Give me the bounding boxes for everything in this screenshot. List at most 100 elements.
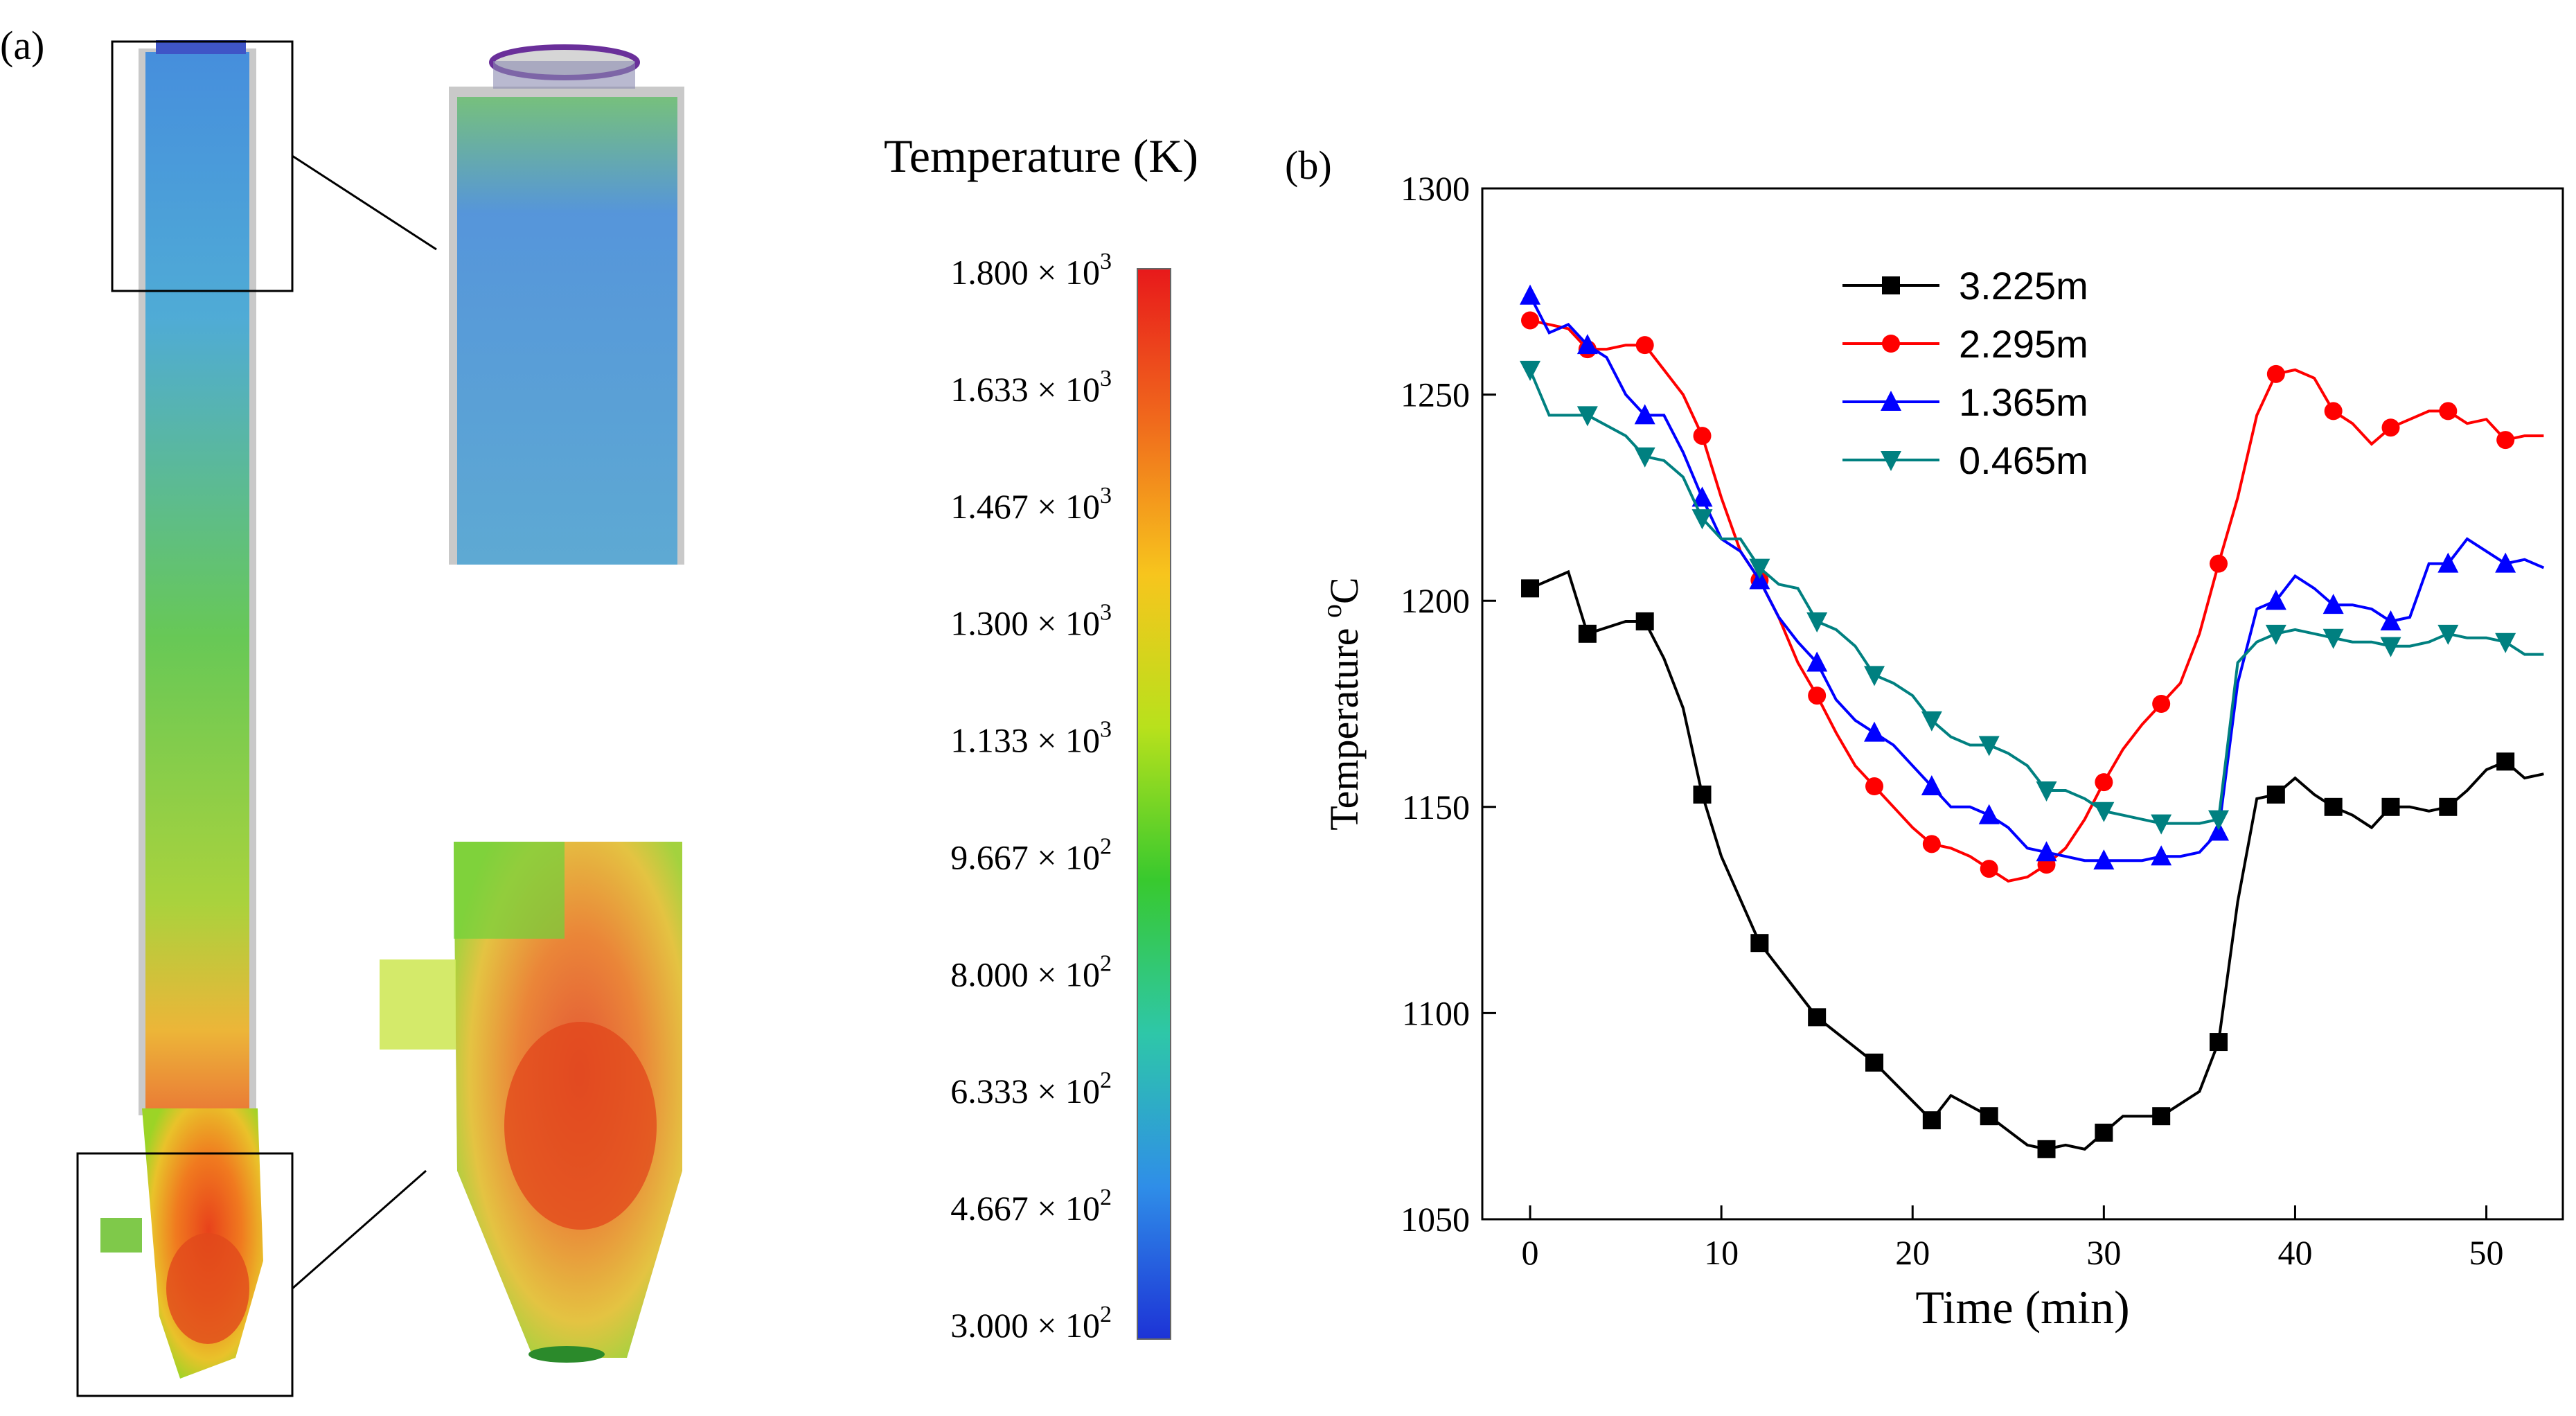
data-point [2210, 1033, 2228, 1052]
panel-b: (b) 0 10 20 30 40 50 1050 1100 1150 1200 1250 1300 T… [1285, 143, 2564, 1334]
series-3.225m [1521, 569, 2544, 1158]
legend-marker [1882, 335, 1900, 353]
data-point [2210, 554, 2228, 573]
colorbar-tick-label: 1.133 × 103 [950, 717, 1112, 760]
y-axis-label: Temperature oC [1316, 577, 1367, 830]
colorbar-title: Temperature (K) [884, 130, 1198, 182]
legend-label: 3.225m [1959, 264, 2088, 308]
line-chart: 0 10 20 30 40 50 1050 1100 1150 1200 1250 1300 Time … [1316, 169, 2564, 1334]
zoom-leader-bottom [292, 1169, 427, 1290]
series-line [1529, 569, 2544, 1151]
colorbar-tick-label: 1.633 × 103 [950, 366, 1112, 409]
data-point [1749, 569, 1770, 590]
legend-item: 0.465m [1842, 439, 2088, 482]
colorbar-tick-exponent: 3 [1100, 717, 1112, 743]
colorbar-tick-exponent: 3 [1100, 483, 1112, 508]
data-point [2265, 590, 2286, 610]
data-point [1520, 284, 1541, 305]
zoom-view-bottom [380, 842, 682, 1363]
legend-item: 2.295m [1842, 322, 2088, 366]
colorbar-tick-mantissa: 1.633 × 10 [950, 370, 1100, 409]
colorbar-tick-exponent: 2 [1100, 833, 1112, 859]
data-point [1749, 558, 1770, 579]
colorbar-tick-mantissa: 4.667 × 10 [950, 1189, 1100, 1228]
colorbar-tick-label: 1.467 × 103 [950, 483, 1112, 526]
data-point [2380, 637, 2401, 657]
zoom-view-top [449, 44, 684, 565]
data-point [1635, 612, 1654, 630]
y-tick-label: 1100 [1402, 993, 1470, 1032]
cyclone-inlet-duct [100, 1218, 142, 1253]
data-point [2322, 628, 2344, 649]
panel-b-label: (b) [1285, 143, 1332, 188]
data-point [1865, 777, 1884, 796]
data-point [1921, 711, 1942, 732]
colorbar-tick-mantissa: 1.133 × 10 [950, 721, 1100, 760]
data-point [1808, 687, 1827, 705]
series-line [1529, 294, 2545, 862]
x-tick-label: 20 [1895, 1233, 1930, 1272]
series-1.365m [1520, 284, 2545, 870]
colorbar-tick-label: 9.667 × 102 [950, 833, 1112, 876]
zoom-top-flow [457, 97, 677, 565]
data-point [1864, 666, 1885, 687]
legend-label: 1.365m [1959, 380, 2088, 424]
data-point [1576, 334, 1598, 355]
data-point [2265, 624, 2286, 645]
cyclone-full-view [76, 40, 437, 1397]
zoom-leader-top [292, 154, 437, 251]
y-tick-label: 1250 [1401, 375, 1470, 414]
y-tick-label: 1300 [1401, 169, 1470, 208]
series-0.465m [1520, 360, 2544, 835]
data-point [1808, 1008, 1827, 1027]
data-point [1693, 427, 1712, 445]
colorbar-tick-exponent: 2 [1100, 950, 1112, 976]
data-point [2324, 797, 2343, 816]
data-point [2095, 1124, 2113, 1142]
legend-item: 3.225m [1842, 264, 2088, 308]
colorbar-tick-exponent: 2 [1100, 1185, 1112, 1210]
panel-a-label: (a) [0, 23, 44, 68]
data-point [1864, 721, 1885, 742]
data-point [2381, 797, 2400, 816]
y-tick-label: 1050 [1401, 1200, 1470, 1239]
data-point [2095, 773, 2113, 792]
zoom-top-outlet-pipes [493, 61, 635, 89]
data-point [1806, 612, 1828, 632]
legend-marker [1881, 451, 1901, 471]
x-axis-label: Time (min) [1915, 1281, 2129, 1334]
data-point [1693, 785, 1712, 804]
y-tick-label: 1150 [1402, 788, 1470, 826]
data-point [2093, 802, 2115, 822]
legend: 3.225m 2.295m 1.365m 0.465m [1842, 264, 2088, 482]
series-2.295m [1521, 311, 2544, 883]
legend-marker [1881, 391, 1901, 411]
y-axis-label-degree: o [1316, 604, 1347, 618]
data-point [2152, 1107, 2171, 1126]
data-point [2208, 820, 2230, 841]
colorbar-tick-label: 4.667 × 102 [950, 1185, 1112, 1228]
panel-a: (a) [0, 23, 1198, 1397]
data-point [1691, 509, 1713, 530]
cyclone-riser-flow [145, 52, 249, 1115]
y-tick-label: 1200 [1401, 581, 1470, 620]
colorbar-tick-label: 1.300 × 103 [950, 600, 1112, 643]
data-point [2151, 845, 2172, 866]
data-point [2439, 402, 2458, 421]
data-point [2151, 814, 2172, 835]
data-point [2439, 797, 2458, 816]
x-tick-label: 40 [2277, 1233, 2312, 1272]
colorbar-tick-label: 1.800 × 103 [950, 249, 1112, 292]
zoom-bottom-inlet-flow [454, 842, 565, 939]
data-point [2036, 841, 2057, 862]
data-point [1578, 624, 1597, 643]
colorbar-tick-label: 3.000 × 102 [950, 1302, 1112, 1345]
colorbar-tick-mantissa: 9.667 × 10 [950, 838, 1100, 876]
data-point [1922, 1111, 1941, 1130]
data-point [1978, 736, 2000, 756]
legend-label: 2.295m [1959, 322, 2088, 366]
cyclone-vortex-core [166, 1233, 249, 1344]
